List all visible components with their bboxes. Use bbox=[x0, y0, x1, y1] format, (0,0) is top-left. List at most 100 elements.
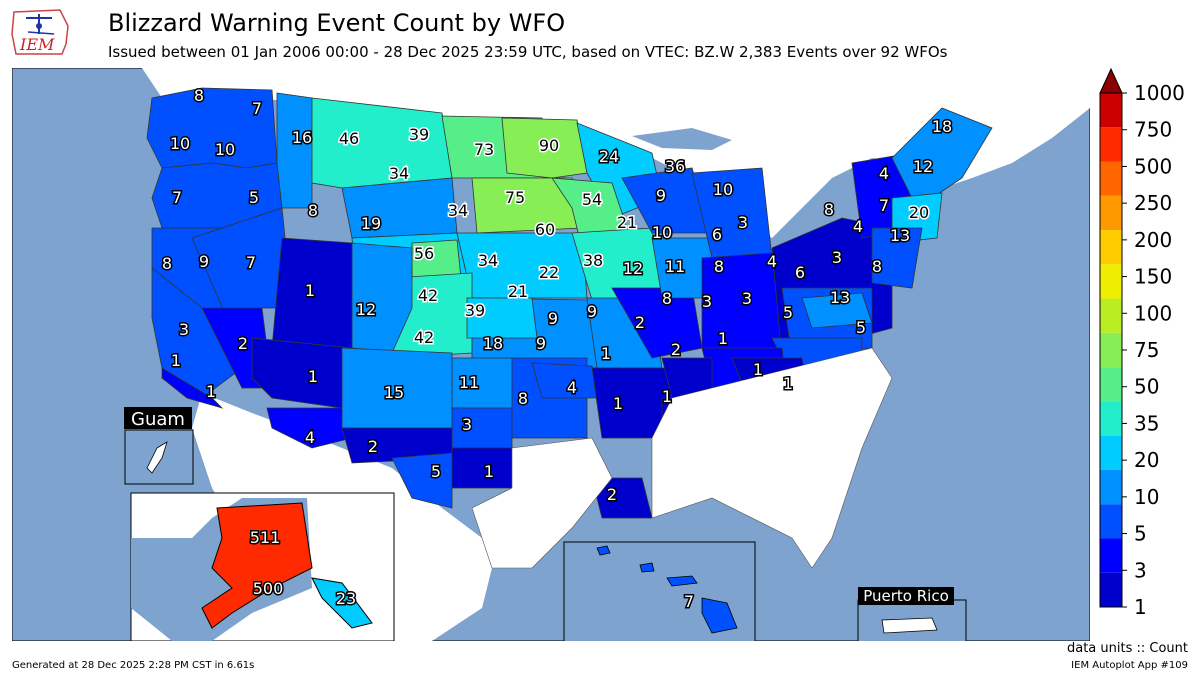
wfo-count-label: 36 bbox=[665, 157, 685, 176]
wfo-count-label: 7 bbox=[172, 188, 182, 207]
wfo-count-label: 7 bbox=[246, 253, 256, 272]
wfo-count-label: 7 bbox=[252, 99, 262, 118]
colorbar-tick-label: 100 bbox=[1134, 301, 1172, 325]
wfo-count-label: 7 bbox=[684, 592, 694, 611]
wfo-count-label: 8 bbox=[162, 254, 172, 273]
colorbar-band bbox=[1100, 572, 1122, 607]
logo-text: IEM bbox=[19, 35, 55, 54]
wfo-count-label: 1 bbox=[171, 351, 181, 370]
colorbar-tick-label: 10 bbox=[1134, 485, 1159, 509]
colorbar-band bbox=[1100, 401, 1122, 436]
wfo-count-label: 5 bbox=[783, 303, 793, 322]
wfo-count-label: 6 bbox=[712, 225, 722, 244]
generated-timestamp: Generated at 28 Dec 2025 2:28 PM CST in … bbox=[12, 660, 255, 671]
wfo-count-label: 24 bbox=[599, 147, 619, 166]
wfo-count-label: 4 bbox=[305, 428, 315, 447]
wfo-count-label: 21 bbox=[617, 213, 637, 232]
colorbar-tick-label: 250 bbox=[1134, 191, 1172, 215]
wfo-count-label: 54 bbox=[582, 190, 602, 209]
wfo-count-label: 4 bbox=[567, 378, 577, 397]
wfo-count-label: 15 bbox=[384, 383, 404, 402]
colorbar-band bbox=[1100, 230, 1122, 265]
wfo-count-label: 34 bbox=[448, 201, 468, 220]
colorbar-tick-label: 20 bbox=[1134, 448, 1159, 472]
wfo-count-label: 2 bbox=[238, 334, 248, 353]
wfo-count-label: 5 bbox=[856, 318, 866, 337]
app-id: IEM Autoplot App #109 bbox=[1071, 660, 1188, 671]
wfo-count-label: 1 bbox=[206, 382, 216, 401]
wfo-count-label: 42 bbox=[418, 286, 438, 305]
wfo-count-label: 7 bbox=[879, 196, 889, 215]
colorbar-band bbox=[1100, 332, 1122, 368]
colorbar-band bbox=[1100, 504, 1122, 539]
wfo-count-label: 23 bbox=[336, 589, 356, 608]
wfo-count-label: 39 bbox=[465, 301, 485, 320]
wfo-count-label: 4 bbox=[767, 252, 777, 271]
wfo-count-label: 18 bbox=[483, 334, 503, 353]
wfo-count-label: 511 bbox=[250, 528, 281, 547]
wfo-count-label: 3 bbox=[179, 320, 189, 339]
wfo-count-label: 9 bbox=[587, 302, 597, 321]
colorbar-tick-label: 150 bbox=[1134, 265, 1172, 289]
wfo-count-label: 56 bbox=[414, 244, 434, 263]
wfo-count-label: 73 bbox=[474, 140, 494, 159]
wfo-count-label: 3 bbox=[462, 415, 472, 434]
wfo-count-label: 13 bbox=[830, 288, 850, 307]
wfo-count-label: 6 bbox=[795, 263, 805, 282]
colorbar-tick-label: 5 bbox=[1134, 522, 1147, 546]
wfo-count-label: 18 bbox=[932, 117, 952, 136]
data-units: data units :: Count bbox=[1066, 641, 1188, 656]
wfo-count-label: 11 bbox=[459, 373, 479, 392]
wfo-count-label: 75 bbox=[505, 188, 525, 207]
wfo-count-label: 9 bbox=[548, 309, 558, 328]
wfo-count-label: 46 bbox=[339, 129, 359, 148]
wfo-count-label: 3 bbox=[738, 213, 748, 232]
wfo-count-label: 8 bbox=[194, 86, 204, 105]
wfo-count-label: 1 bbox=[783, 374, 793, 393]
wfo-count-label: 1 bbox=[484, 462, 494, 481]
wfo-count-label: 22 bbox=[539, 263, 559, 282]
wfo-count-label: 3 bbox=[742, 289, 752, 308]
wfo-count-labels: 8 7 10 10 16 46 39 73 90 24 36 18 12 7 5… bbox=[160, 85, 953, 613]
map-title: Blizzard Warning Event Count by WFO bbox=[108, 9, 566, 37]
colorbar-overflow-arrow bbox=[1099, 67, 1123, 94]
wfo-count-label: 8 bbox=[714, 257, 724, 276]
wfo-count-label: 8 bbox=[518, 389, 528, 408]
colorbar-band bbox=[1100, 161, 1122, 196]
wfo-count-label: 8 bbox=[872, 257, 882, 276]
wfo-count-label: 21 bbox=[508, 282, 528, 301]
wfo-count-label: 39 bbox=[409, 125, 429, 144]
iem-logo: IEM bbox=[8, 4, 74, 62]
wfo-count-label: 10 bbox=[215, 140, 235, 159]
colorbar-band bbox=[1100, 435, 1122, 470]
colorbar-tick-label: 35 bbox=[1134, 411, 1159, 435]
colorbar-tick-label: 500 bbox=[1134, 154, 1172, 178]
wfo-count-label: 1 bbox=[601, 344, 611, 363]
colorbar-band bbox=[1100, 367, 1122, 402]
wfo-count-label: 38 bbox=[583, 251, 603, 270]
wfo-count-label: 12 bbox=[913, 157, 933, 176]
wfo-count-label: 1 bbox=[753, 360, 763, 379]
colorbar-band bbox=[1100, 93, 1122, 128]
colorbar-band bbox=[1100, 538, 1122, 573]
colorbar-band bbox=[1100, 127, 1122, 162]
wfo-count-label: 1 bbox=[305, 281, 315, 300]
wfo-count-label: 13 bbox=[890, 226, 910, 245]
colorbar-tick-label: 1000 bbox=[1134, 81, 1185, 105]
wfo-count-label: 1 bbox=[613, 394, 623, 413]
colorbar-tick-label: 75 bbox=[1134, 338, 1159, 362]
colorbar-tick-label: 50 bbox=[1134, 375, 1159, 399]
colorbar-tick-label: 200 bbox=[1134, 228, 1172, 252]
colorbar-band bbox=[1100, 469, 1122, 505]
wfo-count-label: 4 bbox=[879, 164, 889, 183]
wfo-count-label: 60 bbox=[535, 220, 555, 239]
us-map: Guam Puerto Rico 8 7 10 10 16 46 39 73 9… bbox=[12, 68, 1090, 641]
wfo-count-label: 1 bbox=[718, 329, 728, 348]
wfo-count-label: 1 bbox=[662, 387, 672, 406]
puerto-rico-label: Puerto Rico bbox=[863, 587, 949, 605]
wfo-count-label: 2 bbox=[671, 340, 681, 359]
colorbar-band bbox=[1100, 298, 1122, 333]
wfo-count-label: 1 bbox=[308, 367, 318, 386]
colorbar-tick-label: 750 bbox=[1134, 118, 1172, 142]
